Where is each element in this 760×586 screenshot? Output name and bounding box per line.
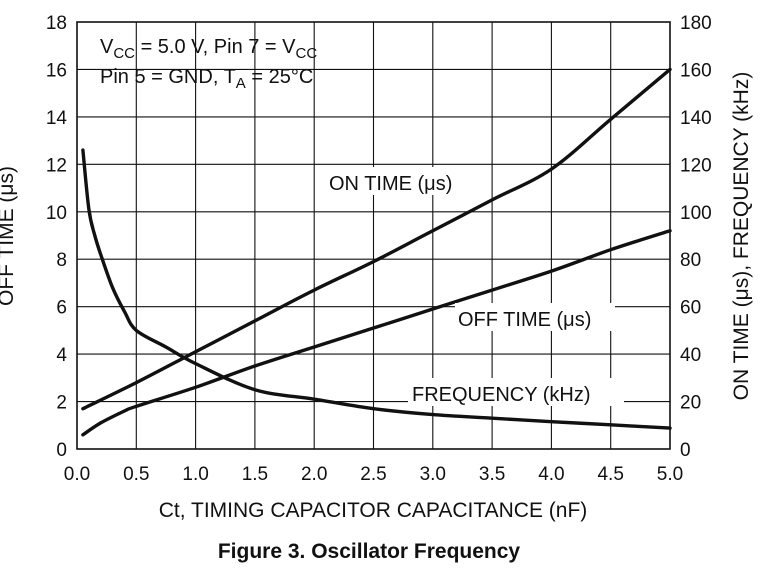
x-tick-label: 5.0 [657, 464, 683, 485]
x-axis-title: Ct, TIMING CAPACITOR CAPACITANCE (nF) [159, 499, 588, 522]
tick-labels: 0.0 0.5 1.0 1.5 2.0 2.5 3.0 3.5 4.0 4.5 5.0 0 2 4 6 8 10… [46, 13, 712, 485]
series-label-off-time: OFF TIME (μs) [458, 309, 591, 331]
conditions-line-2: Pin 5 = GND, TA = 25°C [100, 66, 313, 92]
y-tick-label-left: 12 [46, 155, 67, 176]
y-axis-right-title: ON TIME (μs), FREQUENCY (kHz) [730, 72, 753, 401]
y-tick-label-left: 16 [46, 60, 67, 81]
y-tick-label-left: 18 [46, 13, 67, 34]
y-tick-label-left: 2 [56, 393, 67, 414]
y-tick-label-right: 120 [680, 155, 712, 176]
series-label-frequency: FREQUENCY (kHz) [412, 384, 591, 406]
x-tick-label: 2.5 [360, 464, 386, 485]
y-tick-label-right: 20 [680, 393, 701, 414]
plot-frame [76, 21, 671, 450]
x-tick-label: 4.5 [597, 464, 623, 485]
y-axis-left-title: OFF TIME (μs) [0, 166, 18, 306]
series-curves [81, 67, 672, 437]
x-tick-label: 1.5 [242, 464, 268, 485]
y-tick-label-left: 0 [56, 440, 67, 461]
x-tick-label: 1.0 [182, 464, 208, 485]
x-tick-label: 0.5 [123, 464, 149, 485]
frequency-curve [81, 148, 672, 430]
x-tick-label: 2.0 [301, 464, 327, 485]
x-tick-label: 3.5 [479, 464, 505, 485]
on-time-label-bg [326, 167, 472, 195]
y-tick-label-left: 4 [56, 345, 67, 366]
off-time-curve [81, 229, 672, 437]
y-tick-label-left: 6 [56, 298, 67, 319]
figure-caption: Figure 3. Oscillator Frequency [218, 540, 521, 563]
frequency-label-bg [408, 378, 624, 406]
conditions-line-1: VCC = 5.0 V, Pin 7 = VCC [100, 36, 317, 62]
y-tick-label-left: 10 [46, 203, 67, 224]
y-tick-label-right: 40 [680, 345, 701, 366]
y-tick-label-left: 14 [46, 108, 68, 129]
series-label-on-time: ON TIME (μs) [329, 173, 452, 195]
y-tick-label-right: 180 [680, 13, 712, 34]
off-time-label-bg [455, 303, 615, 331]
y-tick-label-left: 8 [56, 250, 67, 271]
y-tick-label-right: 80 [680, 250, 701, 271]
y-tick-label-right: 160 [680, 60, 712, 81]
x-tick-label: 3.0 [420, 464, 446, 485]
on-time-curve [81, 67, 672, 411]
y-tick-label-right: 140 [680, 108, 712, 129]
x-tick-label: 0.0 [64, 464, 90, 485]
y-tick-label-right: 0 [680, 440, 691, 461]
x-tick-label: 4.0 [538, 464, 564, 485]
y-tick-label-right: 100 [680, 203, 712, 224]
y-tick-label-right: 60 [680, 298, 701, 319]
